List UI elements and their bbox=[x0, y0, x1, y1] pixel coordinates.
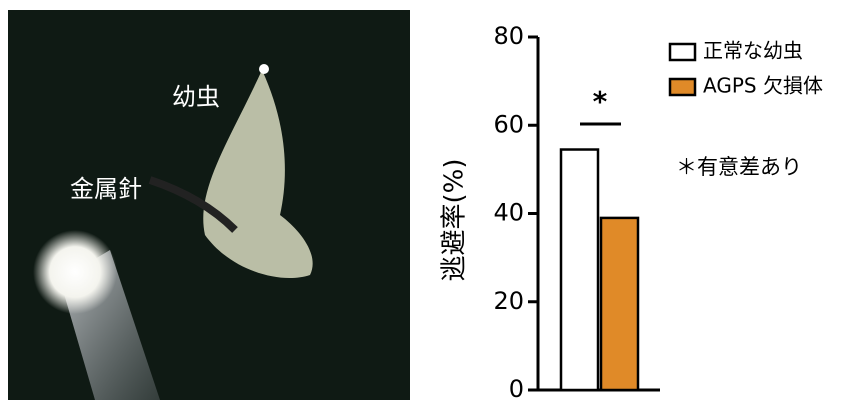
y-axis-label: 逃避率(%) bbox=[440, 159, 470, 282]
legend-label: 正常な幼虫 bbox=[703, 39, 803, 63]
photo: 幼虫 金属針 bbox=[8, 10, 410, 400]
photo-label: 金属針 bbox=[70, 175, 142, 203]
needle-light bbox=[33, 230, 117, 314]
y-tick-label: 80 bbox=[493, 22, 524, 50]
y-tick-label: 40 bbox=[493, 199, 524, 227]
larva-head bbox=[259, 64, 269, 74]
figure: 幼虫 金属針 逃避率(%) * ＊有意差あり 0 20 40 60 80 正常な幼虫 AGP… bbox=[0, 0, 845, 404]
note: ＊有意差あり bbox=[676, 155, 802, 179]
significance-mark: * bbox=[593, 85, 608, 118]
photo-label: 幼虫 bbox=[172, 83, 220, 111]
legend-label: AGPS 欠損体 bbox=[703, 74, 823, 98]
legend-swatch bbox=[670, 79, 695, 95]
y-tick-label: 20 bbox=[493, 287, 524, 315]
y-tick-label: 0 bbox=[509, 375, 524, 403]
y-tick-label: 60 bbox=[493, 110, 524, 138]
legend-swatch bbox=[670, 44, 695, 60]
bar bbox=[561, 150, 598, 390]
bar bbox=[601, 218, 638, 390]
